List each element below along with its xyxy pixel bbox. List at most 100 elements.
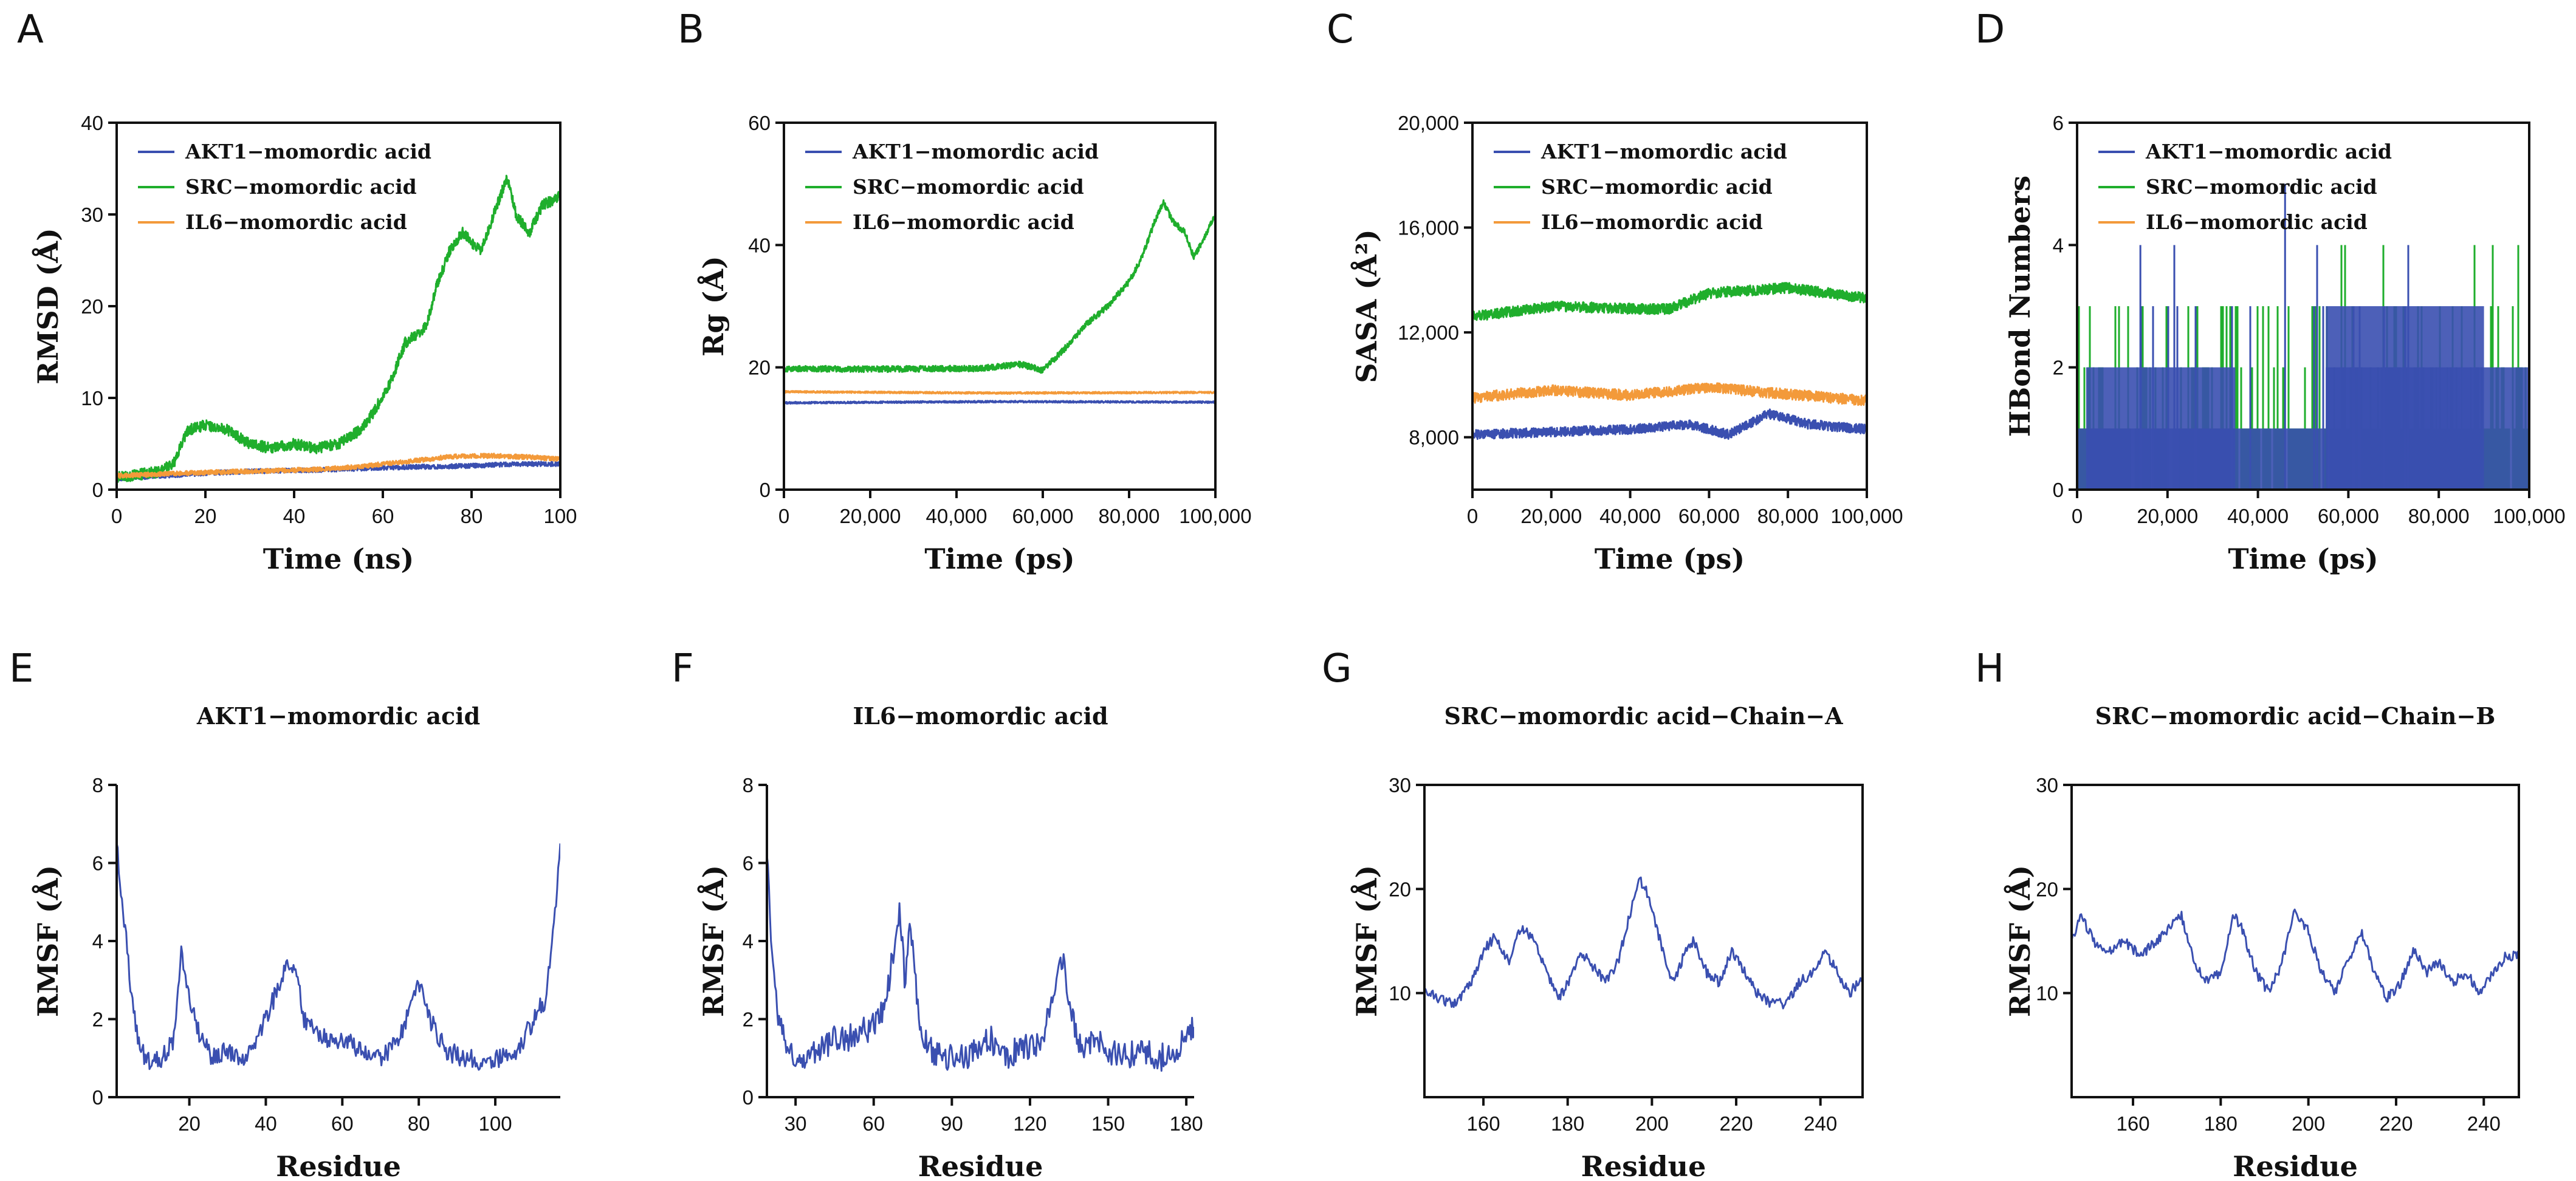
panel-letter: A bbox=[17, 7, 44, 52]
x-tick-label: 40,000 bbox=[2227, 505, 2289, 527]
plot-frame bbox=[783, 122, 1217, 491]
y-tick-label: 10 bbox=[81, 387, 103, 409]
plot-frame bbox=[2076, 122, 2530, 491]
y-tick-label: 2 bbox=[743, 1008, 754, 1031]
legend-label-SRC: SRC−momordic acid bbox=[185, 175, 417, 199]
panel-letter: B bbox=[678, 7, 704, 52]
plot-frame bbox=[1471, 122, 1868, 491]
x-tick-label: 220 bbox=[1719, 1112, 1753, 1135]
legend-label-AKT1: AKT1−momordic acid bbox=[852, 140, 1099, 163]
x-tick-label: 60 bbox=[331, 1112, 354, 1135]
x-tick-label: 60 bbox=[862, 1112, 885, 1135]
chart-title: AKT1−momordic acid bbox=[196, 702, 480, 730]
y-axis-label: RMSD (Å) bbox=[31, 228, 64, 385]
y-tick-label: 16,000 bbox=[1398, 217, 1459, 239]
data-layer bbox=[767, 855, 1194, 1072]
data-line-IL6 bbox=[784, 390, 1215, 395]
x-tick-label: 40 bbox=[255, 1112, 277, 1135]
y-tick-label: 20 bbox=[1389, 878, 1411, 900]
data-layer bbox=[2077, 183, 2529, 490]
y-tick-label: 12,000 bbox=[1398, 321, 1459, 344]
data-line-AKT1 bbox=[117, 843, 560, 1071]
y-tick-label: 60 bbox=[748, 112, 771, 134]
y-tick-label: 20 bbox=[81, 295, 103, 318]
data-layer bbox=[1424, 876, 1863, 1010]
data-line-AKT1 bbox=[2072, 908, 2519, 1003]
y-axis-label: HBond Numbers bbox=[2004, 176, 2036, 437]
x-axis-label: Residue bbox=[2233, 1150, 2358, 1181]
x-tick-label: 100 bbox=[543, 505, 577, 527]
y-tick-label: 40 bbox=[748, 234, 771, 256]
x-tick-label: 100 bbox=[478, 1112, 512, 1135]
x-tick-label: 240 bbox=[1804, 1112, 1837, 1135]
x-tick-label: 200 bbox=[1635, 1112, 1669, 1135]
data-line-AKT1 bbox=[767, 855, 1194, 1072]
y-tick-label: 30 bbox=[1389, 774, 1411, 796]
data-line-IL6 bbox=[1472, 382, 1867, 406]
chart-panel-H: H SRC−momordic acid−Chain−B 160 180 200 220 24… bbox=[1975, 646, 2520, 1181]
legend-label-SRC: SRC−momordic acid bbox=[2146, 175, 2377, 199]
x-axis-label: Time (ns) bbox=[263, 543, 414, 575]
x-tick-label: 60,000 bbox=[2318, 505, 2379, 527]
x-tick-label: 40,000 bbox=[926, 505, 987, 527]
chart-panel-B: B 0 20,000 40,000 60,000 80,000 100,000 0 20 40 60… bbox=[678, 7, 1252, 575]
data-layer bbox=[117, 174, 560, 484]
data-layer bbox=[2072, 908, 2519, 1003]
data-band-akt1 bbox=[2086, 367, 2236, 490]
data-line-SRC bbox=[117, 174, 560, 484]
legend-label-SRC: SRC−momordic acid bbox=[1541, 175, 1773, 199]
y-tick-label: 2 bbox=[2053, 357, 2064, 379]
x-tick-label: 30 bbox=[785, 1112, 807, 1135]
x-tick-label: 0 bbox=[2072, 505, 2083, 527]
x-tick-label: 200 bbox=[2292, 1112, 2325, 1135]
chart-panel-A: A 0 20 40 60 80 100 0 10 20 30 40 Time (ns) RMSD (Å) A… bbox=[17, 7, 577, 575]
x-tick-label: 0 bbox=[111, 505, 122, 527]
y-tick-label: 40 bbox=[81, 112, 103, 134]
data-line-AKT1 bbox=[1472, 408, 1867, 440]
data-line-AKT1 bbox=[784, 400, 1215, 405]
legend-label-AKT1: AKT1−momordic acid bbox=[2145, 140, 2392, 163]
plot-frame bbox=[2070, 784, 2520, 1098]
panel-letter: H bbox=[1975, 646, 2004, 691]
y-tick-label: 6 bbox=[743, 852, 754, 875]
y-tick-label: 10 bbox=[2036, 982, 2058, 1005]
data-line-SRC bbox=[784, 199, 1215, 374]
x-tick-label: 220 bbox=[2379, 1112, 2413, 1135]
x-tick-label: 20,000 bbox=[840, 505, 901, 527]
x-tick-label: 100,000 bbox=[1179, 505, 1251, 527]
chart-title: SRC−momordic acid−Chain−A bbox=[1444, 702, 1843, 730]
x-tick-label: 120 bbox=[1013, 1112, 1046, 1135]
chart-title: SRC−momordic acid−Chain−B bbox=[2095, 702, 2496, 730]
x-tick-label: 80,000 bbox=[1757, 505, 1819, 527]
x-tick-label: 80 bbox=[408, 1112, 430, 1135]
x-tick-label: 0 bbox=[778, 505, 789, 527]
y-axis-label: RMSF (Å) bbox=[1350, 865, 1383, 1017]
chart-panel-F: F IL6−momordic acid 30 60 90 120 150 180 0 2 4 6 8 Re… bbox=[671, 646, 1203, 1181]
legend-label-AKT1: AKT1−momordic acid bbox=[1540, 140, 1787, 163]
legend-label-SRC: SRC−momordic acid bbox=[853, 175, 1084, 199]
x-axis-label: Time (ps) bbox=[924, 543, 1074, 575]
y-tick-label: 30 bbox=[2036, 774, 2058, 796]
data-line-SRC bbox=[1472, 282, 1867, 323]
y-tick-label: 10 bbox=[1389, 982, 1411, 1005]
x-tick-label: 20 bbox=[194, 505, 217, 527]
y-tick-label: 2 bbox=[92, 1008, 103, 1031]
y-tick-label: 8,000 bbox=[1409, 426, 1459, 449]
y-tick-label: 0 bbox=[92, 1086, 103, 1109]
y-tick-label: 4 bbox=[2053, 234, 2064, 256]
x-tick-label: 60 bbox=[372, 505, 394, 527]
y-tick-label: 20,000 bbox=[1398, 112, 1459, 134]
legend-label-AKT1: AKT1−momordic acid bbox=[185, 140, 431, 163]
x-tick-label: 80 bbox=[461, 505, 483, 527]
x-axis-label: Time (ps) bbox=[2228, 543, 2378, 575]
y-axis-label: RMSF (Å) bbox=[696, 865, 730, 1017]
data-layer bbox=[117, 843, 560, 1071]
x-tick-label: 20 bbox=[178, 1112, 201, 1135]
panel-letter: F bbox=[671, 646, 694, 691]
legend-label-IL6: IL6−momordic acid bbox=[853, 210, 1074, 234]
x-tick-label: 180 bbox=[1551, 1112, 1584, 1135]
x-tick-label: 180 bbox=[2204, 1112, 2238, 1135]
y-tick-label: 8 bbox=[743, 774, 754, 796]
y-axis-label: RMSF (Å) bbox=[2003, 865, 2036, 1017]
x-axis-label: Residue bbox=[1581, 1150, 1706, 1181]
